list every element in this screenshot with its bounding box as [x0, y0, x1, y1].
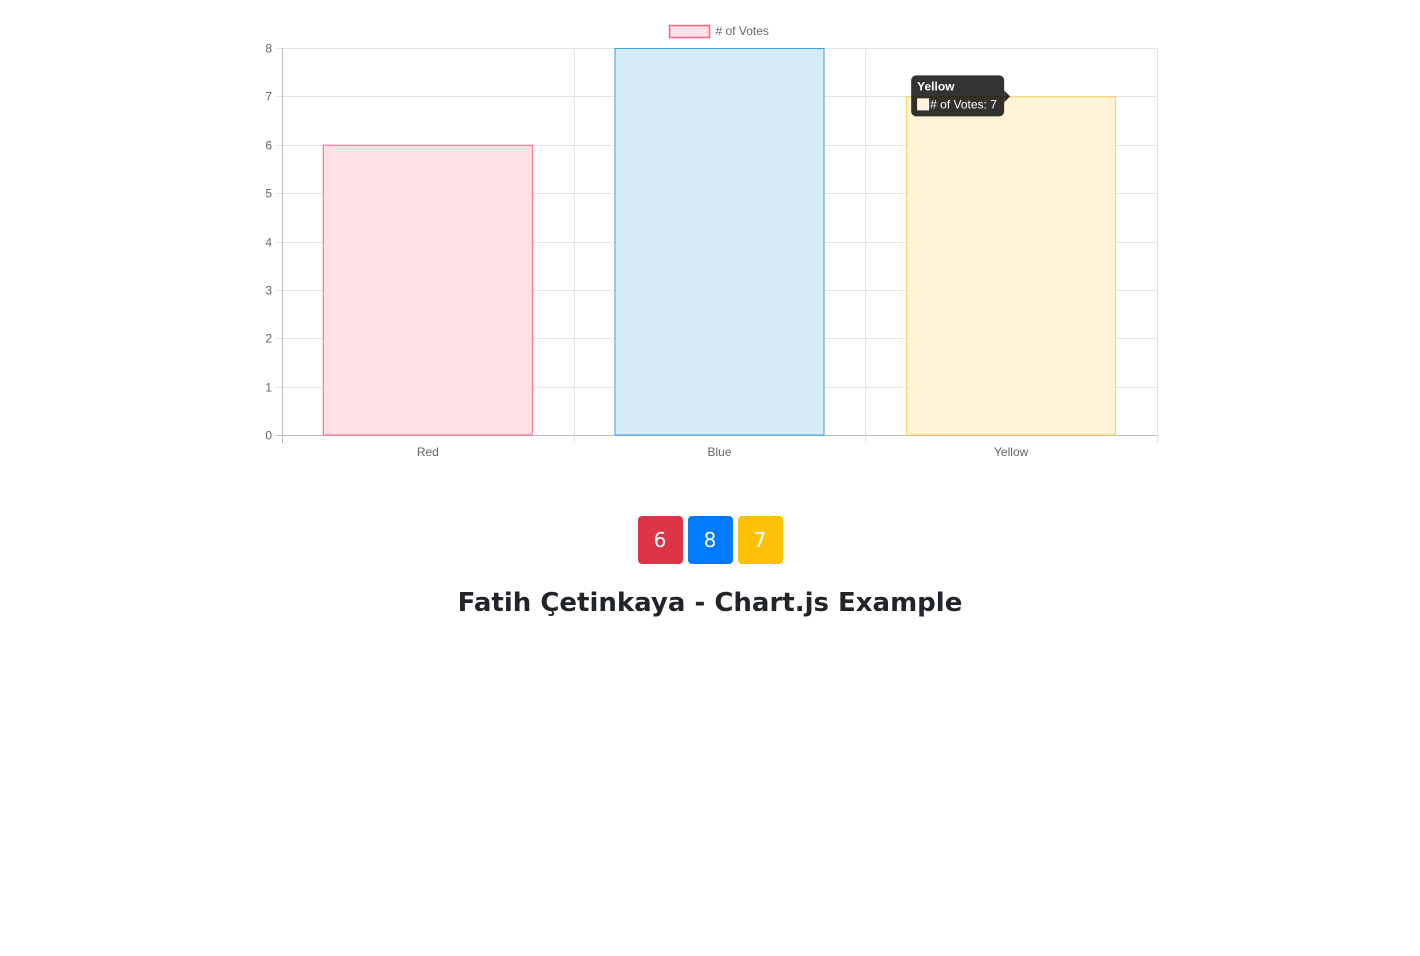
y-tick-label: 7 — [265, 90, 272, 104]
counter-button-red[interactable]: 6 — [637, 516, 683, 564]
y-tick-label: 1 — [265, 381, 272, 395]
x-tick-label: Yellow — [994, 445, 1029, 459]
counter-button-yellow[interactable]: 7 — [737, 516, 783, 564]
y-tick-label: 2 — [265, 332, 272, 346]
tooltip-box — [911, 75, 1005, 117]
y-tick-label: 6 — [265, 139, 272, 153]
y-tick-label: 3 — [265, 284, 272, 298]
bar-red[interactable] — [322, 144, 533, 436]
legend-swatch[interactable] — [668, 24, 711, 39]
tooltip-caret — [1004, 90, 1011, 103]
counter-button-blue[interactable]: 8 — [687, 516, 733, 564]
page-title: Fatih Çetinkaya - Chart.js Example — [457, 588, 963, 618]
x-tick-label: Blue — [707, 445, 731, 459]
bar-blue[interactable] — [614, 48, 825, 436]
tooltip-label: # of Votes: 7 — [930, 97, 997, 111]
y-tick-label: 5 — [265, 187, 272, 201]
y-tick-label: 4 — [265, 236, 272, 250]
tooltip-swatch — [917, 98, 930, 111]
y-tick-label: 8 — [265, 42, 272, 56]
y-tick-label: 0 — [265, 429, 272, 443]
counter-buttons: 6 8 7 — [0, 516, 1420, 564]
bar-yellow[interactable] — [906, 96, 1117, 436]
x-tick-label: Red — [417, 445, 439, 459]
tooltip-title: Yellow — [917, 79, 955, 93]
bar-chart-svg[interactable]: 0 1 2 3 4 5 6 7 8 Red Blue Yellow # of Votes Yellow # … — [0, 0, 1420, 480]
legend-label[interactable]: # of Votes — [716, 24, 769, 38]
bar-chart[interactable]: 0 1 2 3 4 5 6 7 8 Red Blue Yellow # of Votes Yellow # … — [0, 0, 1420, 480]
